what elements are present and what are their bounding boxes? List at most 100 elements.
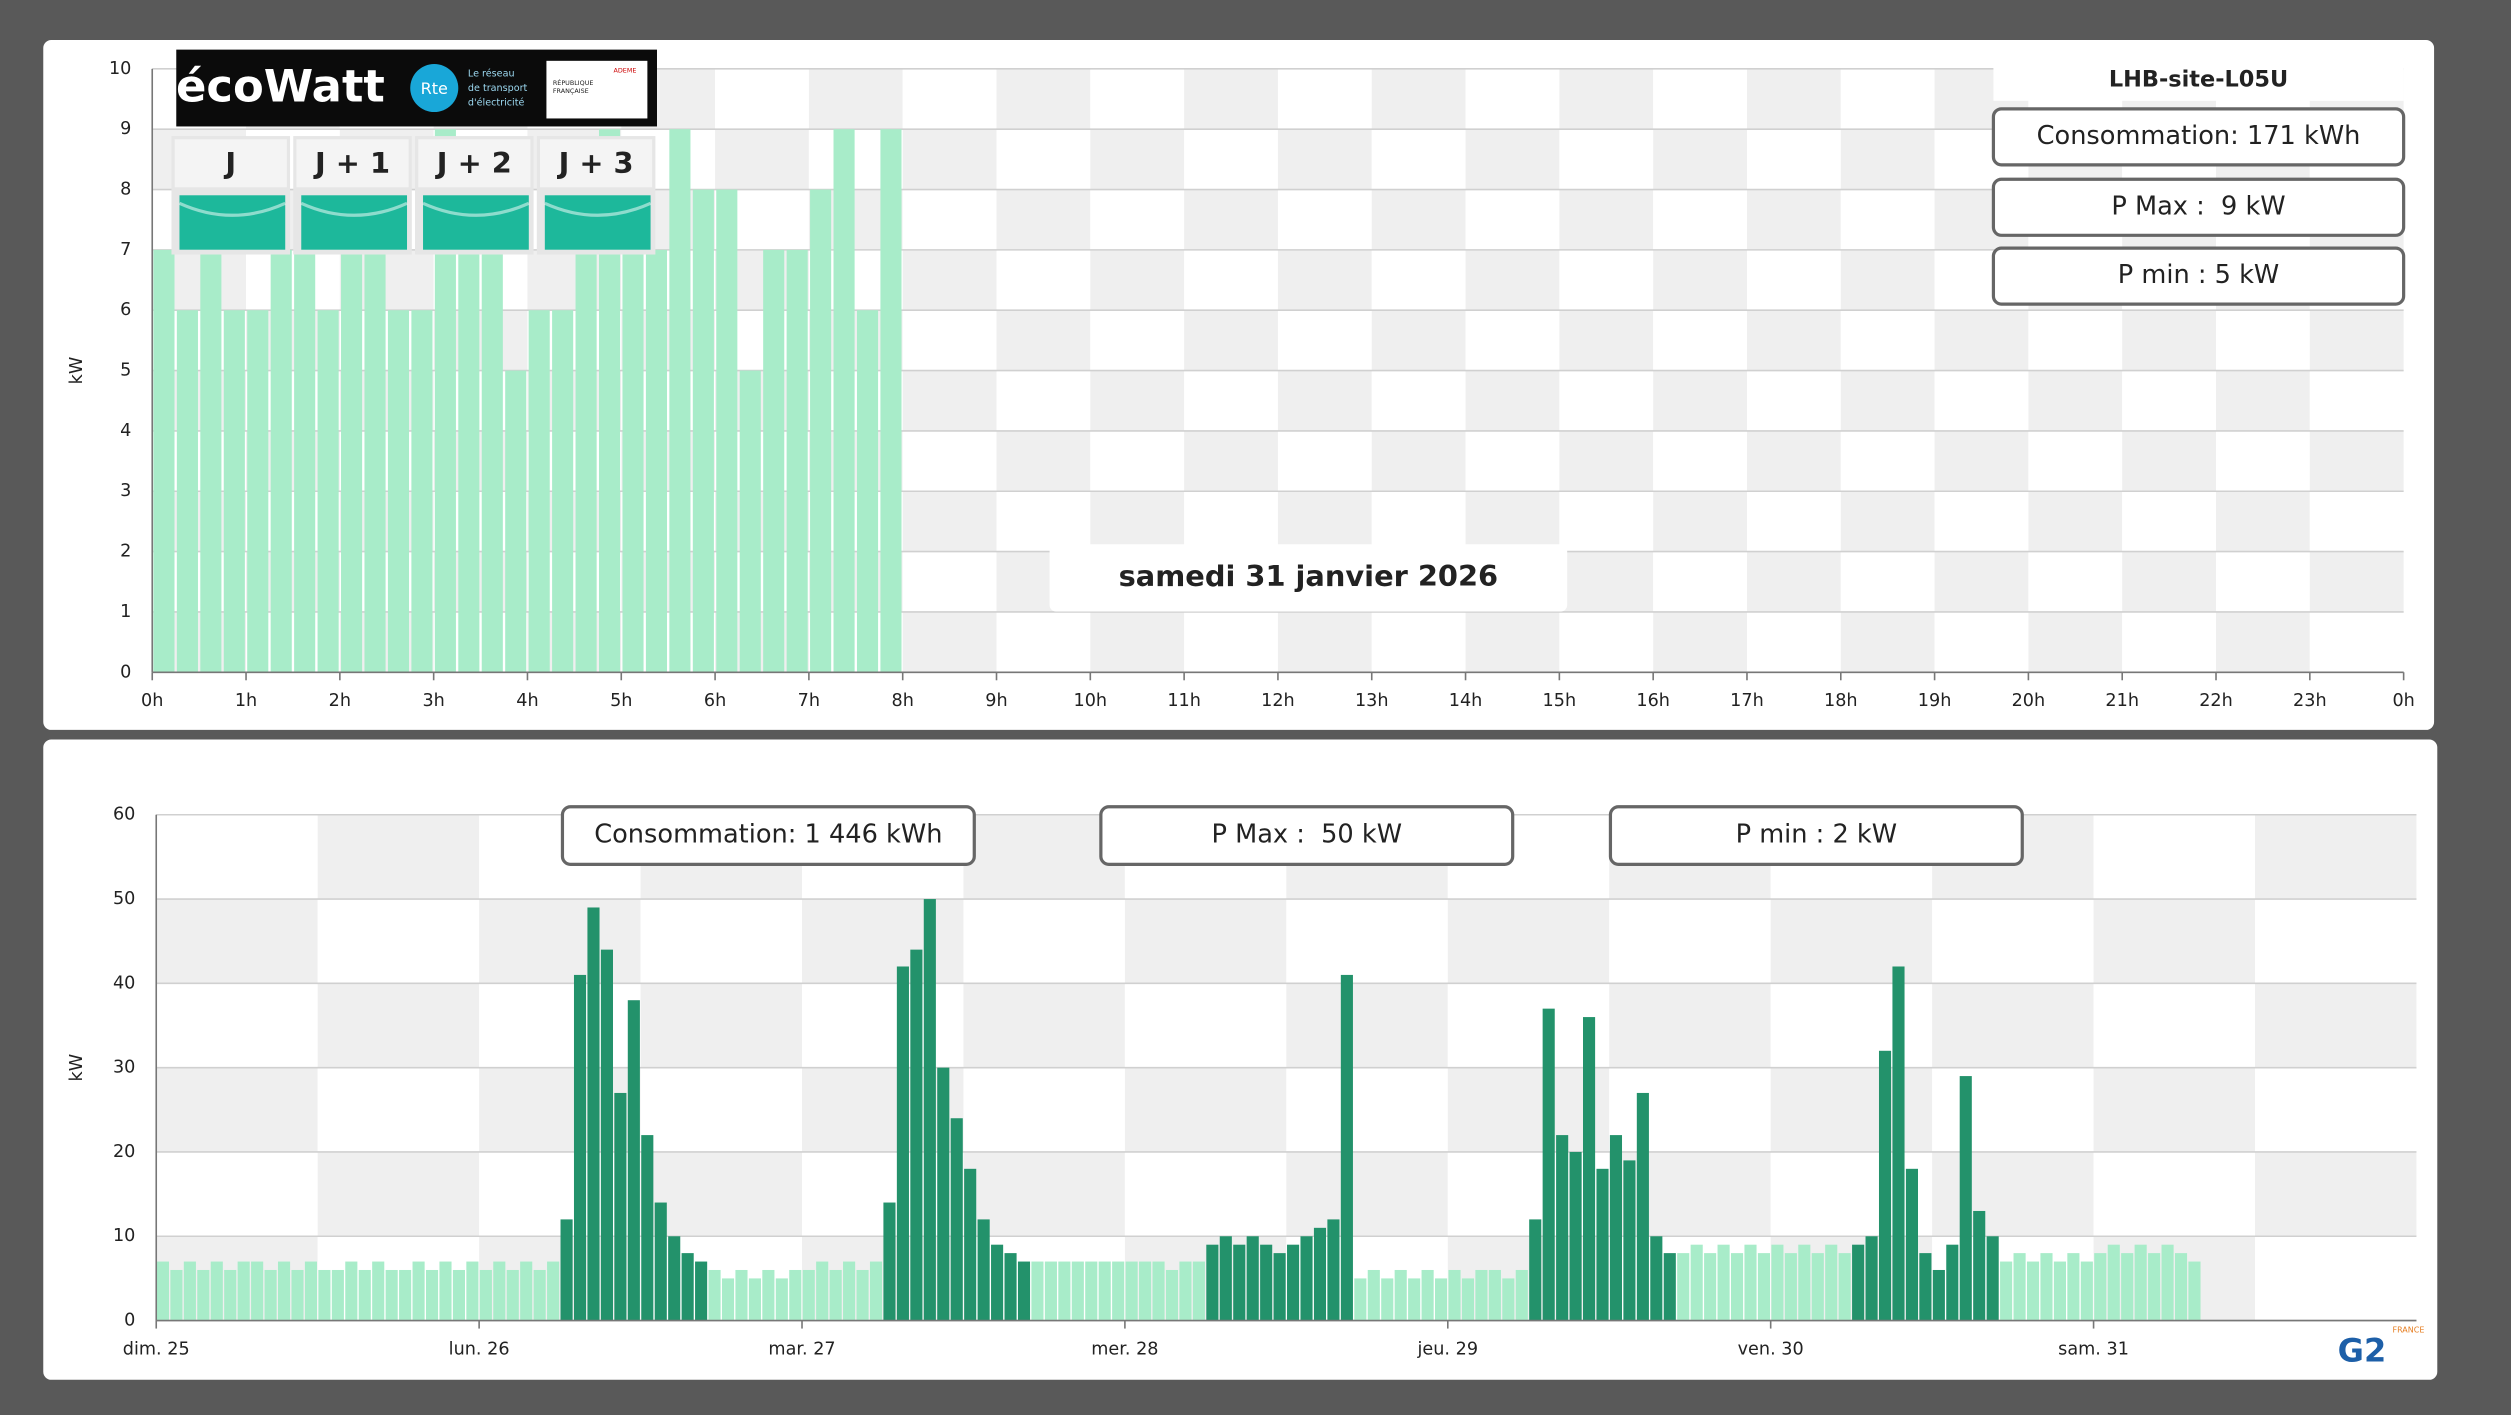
bar bbox=[1085, 1261, 1098, 1321]
stat-text: P min : 5 kW bbox=[2118, 260, 2279, 290]
plot-band bbox=[1840, 129, 1935, 190]
x-tick-label: 13h bbox=[1355, 691, 1389, 711]
plot-band bbox=[2309, 611, 2404, 673]
bar bbox=[1704, 1253, 1717, 1321]
bar bbox=[1354, 1278, 1367, 1321]
x-tick-label: ven. 30 bbox=[1738, 1339, 1804, 1359]
bar bbox=[1784, 1253, 1797, 1321]
x-tick-label: 16h bbox=[1636, 691, 1670, 711]
bar bbox=[762, 1269, 775, 1321]
plot-band bbox=[156, 983, 318, 1068]
plot-band bbox=[902, 370, 997, 431]
plot-band bbox=[1465, 189, 1560, 250]
bar bbox=[708, 1269, 721, 1321]
bar bbox=[1421, 1269, 1434, 1321]
bar bbox=[880, 129, 902, 673]
bar bbox=[1300, 1236, 1313, 1321]
rte-logo bbox=[410, 64, 459, 113]
plot-band bbox=[1371, 189, 1466, 250]
bar bbox=[277, 1261, 291, 1321]
bar bbox=[372, 1261, 385, 1321]
plot-band bbox=[156, 814, 318, 900]
plot-band bbox=[808, 68, 903, 130]
plot-band bbox=[1277, 491, 1372, 552]
plot-band bbox=[1371, 249, 1466, 311]
bar bbox=[1273, 1253, 1286, 1321]
plot-band bbox=[1286, 899, 1448, 984]
g2-logo bbox=[2326, 1322, 2430, 1374]
bar bbox=[237, 1261, 250, 1321]
plot-band bbox=[1277, 189, 1372, 250]
day-wave bbox=[422, 201, 530, 217]
plot-band bbox=[1277, 611, 1372, 673]
chart-subtitle: samedi 31 janvier 2026 bbox=[1119, 559, 1498, 593]
plot-band bbox=[1770, 1067, 1933, 1152]
plot-band bbox=[1090, 249, 1185, 311]
bar bbox=[1448, 1269, 1461, 1321]
x-tick-label: 20h bbox=[2012, 691, 2046, 711]
y-tick-label: 50 bbox=[113, 889, 135, 909]
plot-band bbox=[1770, 983, 1933, 1068]
bar bbox=[318, 1269, 331, 1321]
x-tick-label: 2h bbox=[329, 691, 351, 711]
plot-band bbox=[1465, 430, 1560, 492]
plot-band bbox=[2028, 611, 2123, 673]
bar bbox=[763, 249, 785, 673]
bar bbox=[695, 1261, 708, 1321]
rte-name: Rte bbox=[421, 79, 448, 98]
bar bbox=[573, 974, 587, 1321]
day-wave bbox=[300, 201, 408, 217]
bar bbox=[669, 129, 691, 673]
plot-band bbox=[1465, 68, 1560, 130]
x-tick-label: 22h bbox=[2199, 691, 2233, 711]
bar bbox=[153, 249, 175, 673]
plot-band bbox=[1746, 68, 1841, 130]
bar bbox=[896, 966, 909, 1321]
bar bbox=[399, 1269, 412, 1321]
plot-band bbox=[2309, 430, 2404, 492]
plot-band bbox=[802, 983, 964, 1068]
plot-band bbox=[1124, 1151, 1287, 1237]
bar bbox=[2026, 1261, 2040, 1321]
stat-box bbox=[1991, 177, 2406, 237]
plot-band bbox=[1559, 189, 1654, 250]
bar bbox=[1004, 1253, 1017, 1321]
bar bbox=[1233, 1244, 1246, 1321]
bar bbox=[816, 1261, 829, 1321]
bar bbox=[1017, 1261, 1031, 1321]
plot-band bbox=[2309, 491, 2404, 552]
plot-band bbox=[963, 983, 1125, 1068]
plot-band bbox=[317, 814, 480, 900]
bar bbox=[1408, 1278, 1421, 1321]
plot-band bbox=[1609, 1236, 1771, 1321]
bar bbox=[748, 1278, 761, 1321]
plot-band bbox=[1465, 370, 1560, 431]
rte-text: d'électricité bbox=[468, 96, 525, 108]
plot-band bbox=[1465, 491, 1560, 552]
partner-logos bbox=[546, 60, 648, 119]
plot-band bbox=[2028, 551, 2123, 612]
bar bbox=[528, 310, 550, 673]
x-tick-label: mer. 28 bbox=[1091, 1339, 1158, 1359]
bar bbox=[786, 249, 808, 673]
stat-text: P Max : 9 kW bbox=[2111, 191, 2285, 221]
plot-band bbox=[1371, 129, 1466, 190]
plot-band bbox=[996, 491, 1091, 552]
bar bbox=[1031, 1261, 1044, 1321]
bar bbox=[716, 189, 738, 673]
day-signal bbox=[179, 195, 286, 250]
plot-band bbox=[1184, 491, 1278, 552]
plot-band bbox=[802, 1236, 964, 1321]
plot-band bbox=[1746, 129, 1841, 190]
plot-band bbox=[640, 983, 803, 1068]
plot-band bbox=[996, 189, 1091, 250]
bar bbox=[412, 1261, 425, 1321]
plot-band bbox=[1090, 611, 1185, 673]
plot-band bbox=[640, 1236, 803, 1321]
plot-band bbox=[1090, 68, 1185, 130]
rte-text: Le réseau bbox=[468, 68, 515, 80]
bar bbox=[1946, 1244, 1959, 1321]
plot-band bbox=[1286, 983, 1448, 1068]
bar bbox=[1192, 1261, 1205, 1321]
